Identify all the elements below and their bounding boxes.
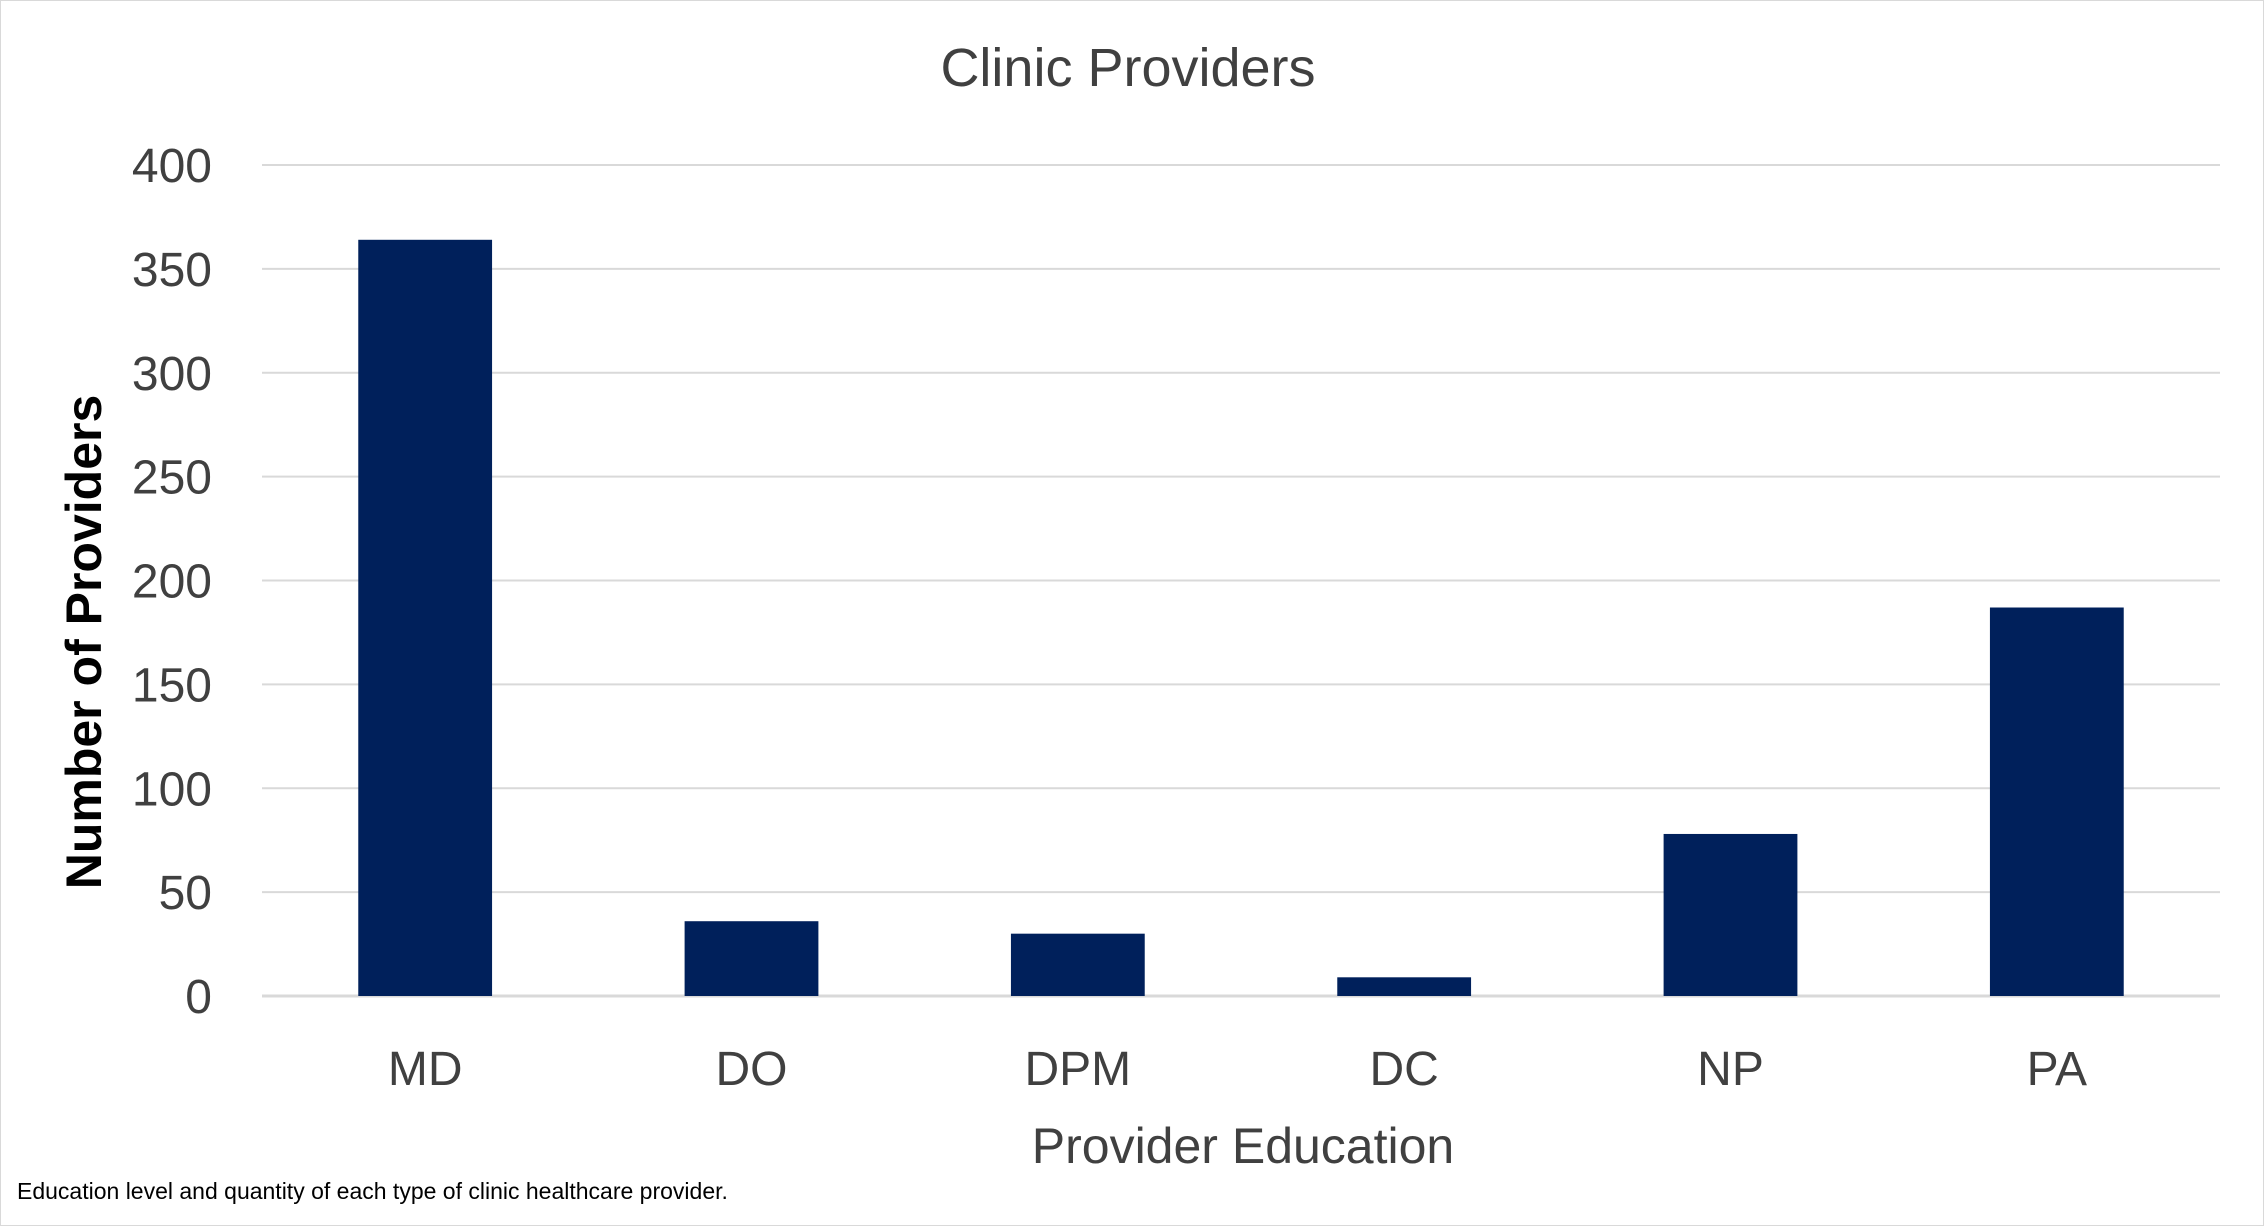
y-axis-title: Number of Providers <box>56 395 112 890</box>
x-axis-title: Provider Education <box>1032 1118 1454 1174</box>
x-tick-labels: MD DO DPM DC NP PA <box>388 1043 2087 1096</box>
y-tick-label: 0 <box>185 971 212 1024</box>
y-tick-label: 250 <box>132 452 212 505</box>
y-tick-label: 200 <box>132 556 212 609</box>
y-tick-label: 400 <box>132 140 212 193</box>
y-tick-label: 150 <box>132 659 212 712</box>
chart-title: Clinic Providers <box>940 38 1315 98</box>
bar-do <box>684 921 819 996</box>
y-tick-label: 100 <box>132 763 212 816</box>
y-tick-labels: 0 50 100 150 200 250 300 350 400 <box>132 140 212 1024</box>
x-tick-label: DPM <box>1024 1043 1131 1096</box>
y-tick-label: 350 <box>132 244 212 297</box>
x-tick-label: DC <box>1370 1043 1439 1096</box>
x-tick-label: DO <box>716 1043 788 1096</box>
x-tick-label: MD <box>388 1043 463 1096</box>
x-tick-label: NP <box>1697 1043 1764 1096</box>
bar-md <box>358 239 493 997</box>
x-tick-label: PA <box>2027 1043 2087 1096</box>
bar-dpm <box>1010 933 1145 996</box>
bars <box>358 239 2124 997</box>
bar-dc <box>1337 977 1472 996</box>
grid-lines <box>262 164 2220 998</box>
bar-np <box>1663 833 1798 996</box>
y-tick-label: 50 <box>159 867 212 920</box>
bar-pa <box>1989 607 2124 996</box>
y-tick-label: 300 <box>132 348 212 401</box>
figure-caption: Education level and quantity of each typ… <box>17 1178 728 1204</box>
